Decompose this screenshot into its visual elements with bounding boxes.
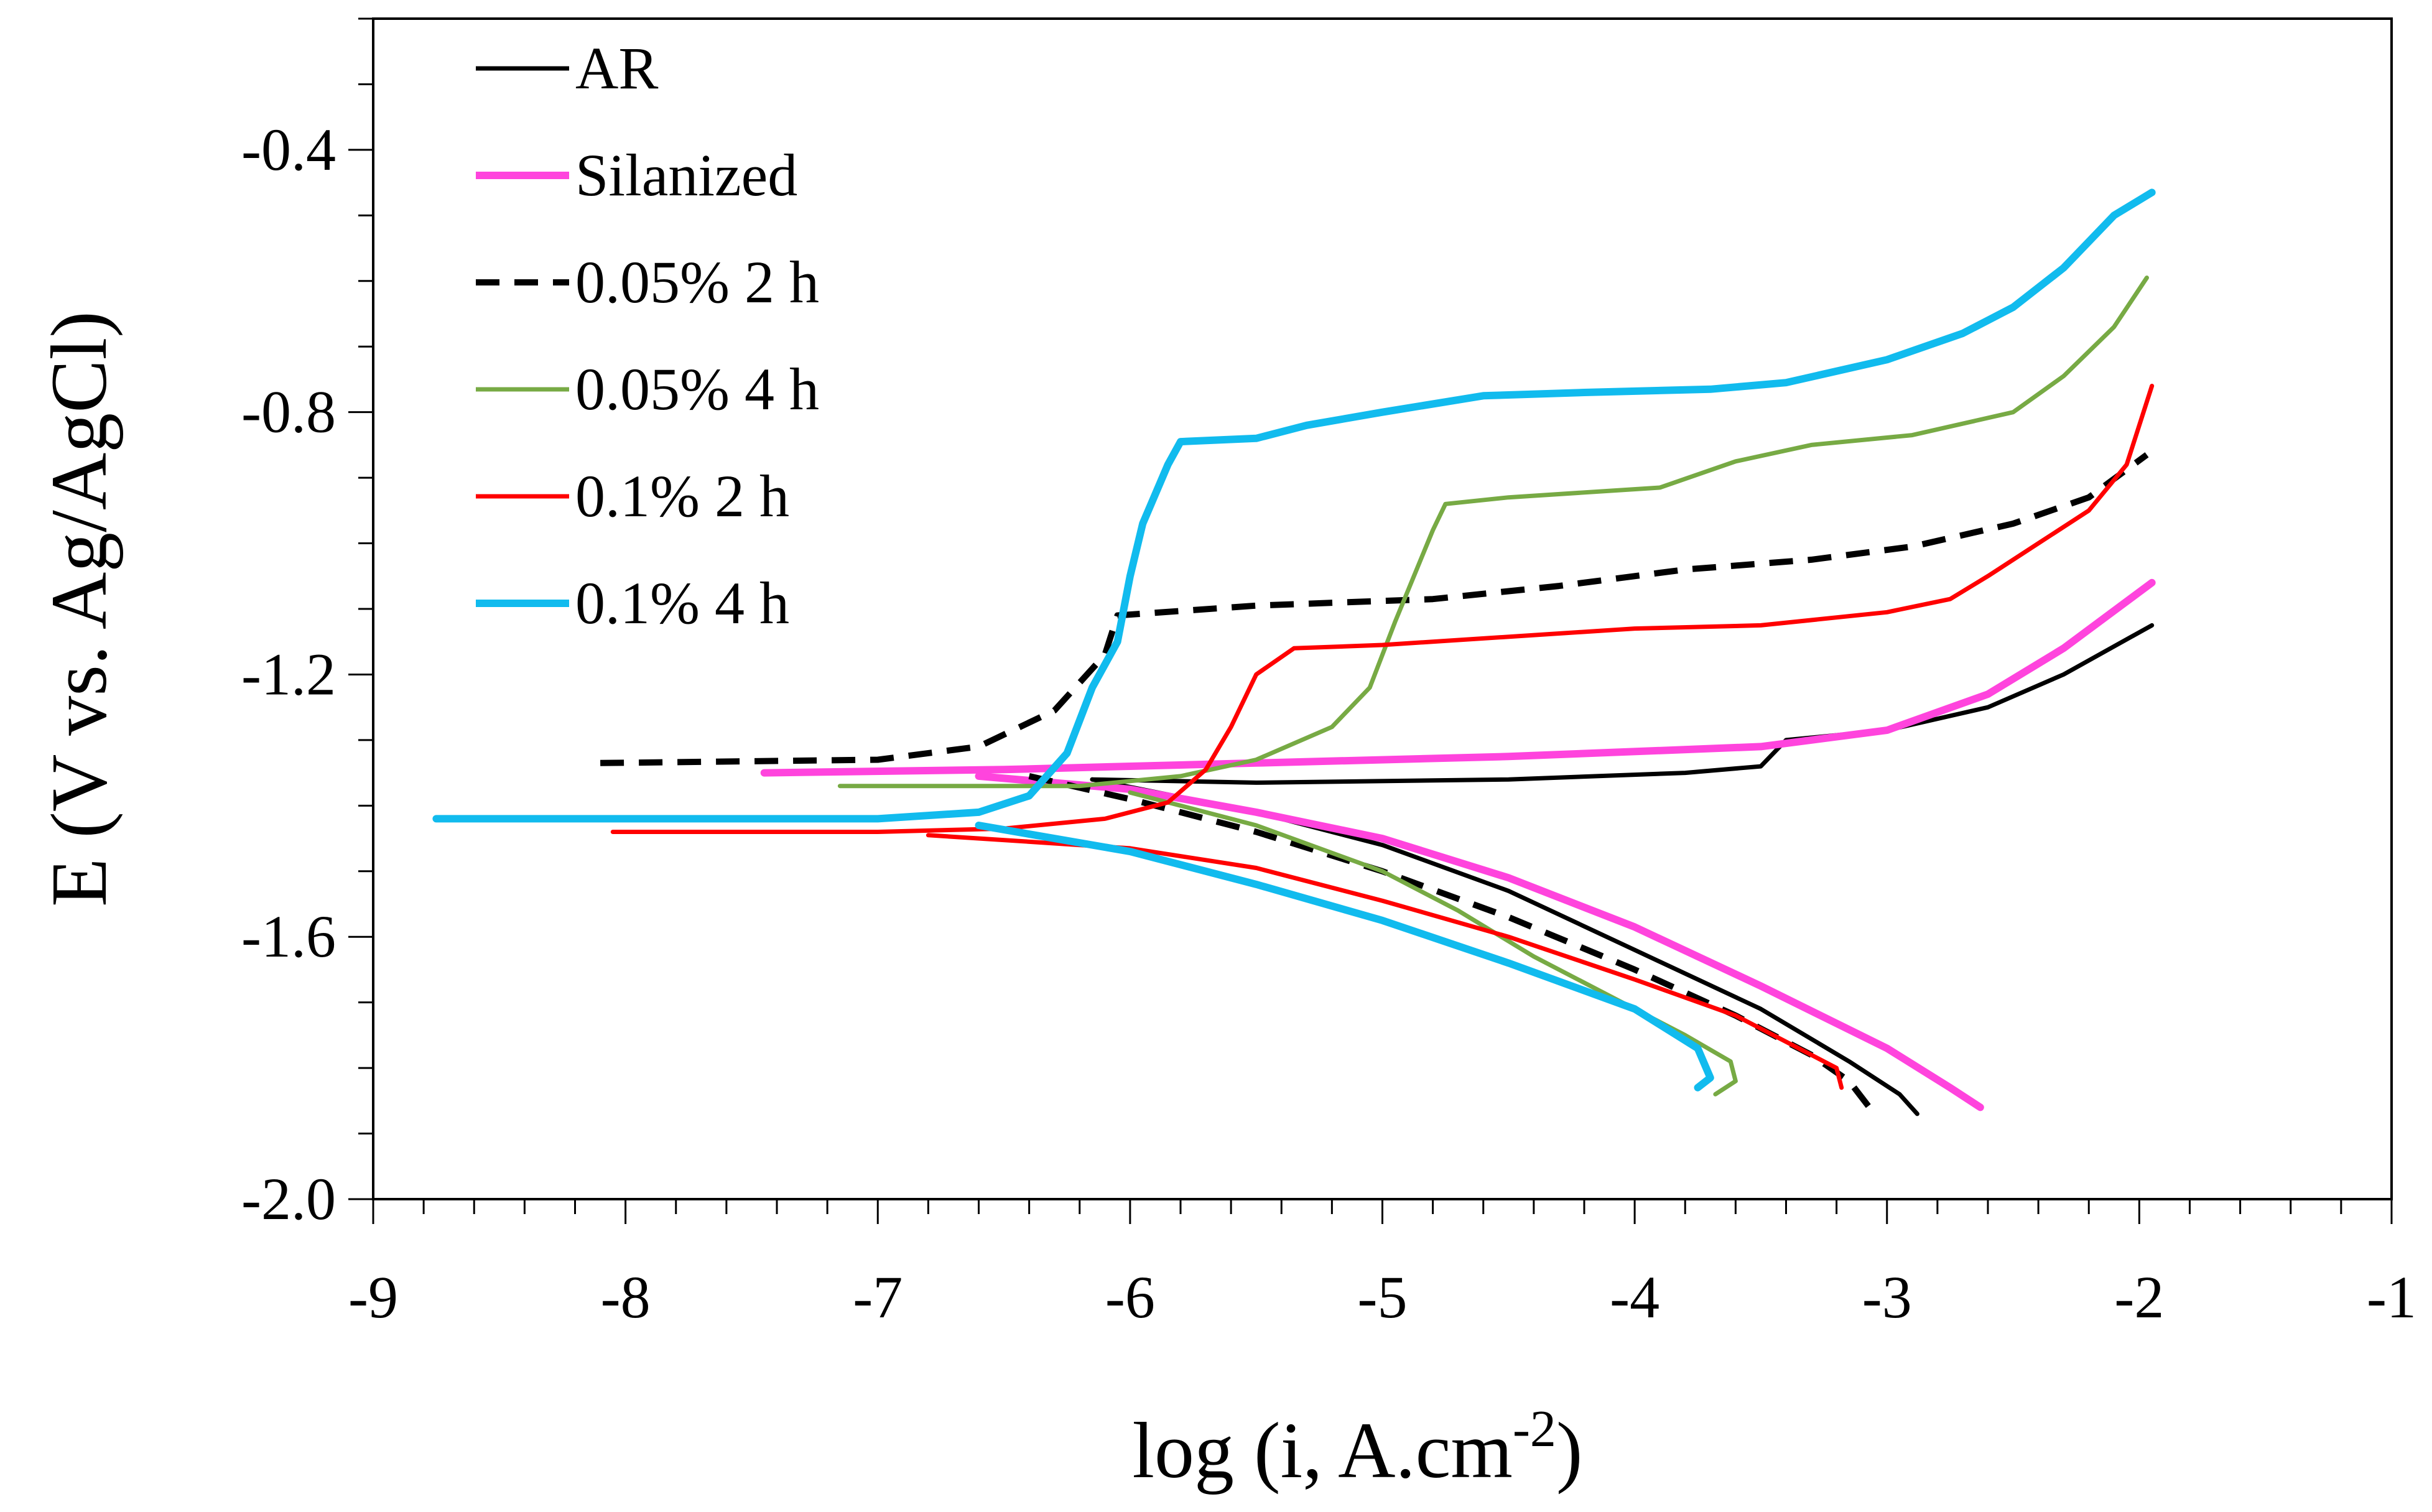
x-axis-title-superscript: -2 (1513, 1400, 1556, 1458)
x-tick-label: -8 (601, 1264, 651, 1330)
legend-0-1-2-h-label: 0.1% 2 h (575, 463, 789, 529)
series-0-05-2-h-anodic-line (600, 452, 2149, 766)
y-tick-label: -0.4 (241, 116, 336, 183)
y-axis-title: E (V vs. Ag/AgCl) (35, 311, 123, 907)
series-0-1-2-h-anodic-line (610, 384, 2155, 834)
y-tick-label: -0.8 (241, 379, 336, 445)
tick-marks (348, 17, 2393, 1224)
tick-labels: -9 -8 -7 -6 -5 -4 -3 -2 -1 -2.0 -1.6 -1.2 -0.8 -0.4 (241, 116, 2416, 1330)
series-silanized-cathodic-line (975, 772, 1984, 1111)
legend-0-1-4-h-label: 0.1% 4 h (575, 570, 789, 636)
x-axis-title-main: log (i, A.cm (1132, 1406, 1513, 1495)
legend-0-05-2-h-label: 0.05% 2 h (575, 249, 819, 315)
series-0-05-4-h-cathodic-line (1128, 790, 1738, 1097)
legend: AR Silanized 0.05% 2 h 0.05% 4 h 0.1% 2 h 0.1… (476, 35, 819, 636)
legend-ar-label: AR (575, 35, 658, 101)
series-0-05-2-h-cathodic-line (1028, 773, 1877, 1116)
data-series (432, 188, 2156, 1116)
x-tick-label: -9 (348, 1264, 398, 1330)
x-tick-label: -5 (1358, 1264, 1408, 1330)
series-0-1-4-h-anodic-line (432, 188, 2156, 823)
y-tick-label: -1.6 (241, 903, 336, 970)
series-0-05-4-h-anodic-line (837, 276, 2149, 789)
x-tick-label: -2 (2114, 1264, 2164, 1330)
series-ar-anodic-line (1090, 623, 2155, 785)
x-tick-label: -6 (1105, 1264, 1155, 1330)
series-silanized-anodic-line (760, 578, 2156, 777)
x-axis-title-end: ) (1556, 1406, 1583, 1495)
series-0-1-4-h-cathodic-line (975, 822, 1714, 1092)
x-axis-title: log (i, A.cm-2) (1132, 1400, 1582, 1495)
x-tick-label: -4 (1610, 1264, 1659, 1330)
y-tick-label: -2.0 (241, 1166, 336, 1232)
x-tick-label: -1 (2367, 1264, 2416, 1330)
series-0-1-2-h-cathodic-line (926, 833, 1844, 1090)
legend-silanized-label: Silanized (575, 142, 797, 208)
x-tick-label: -3 (1862, 1264, 1912, 1330)
x-tick-label: -7 (853, 1264, 903, 1330)
y-tick-label: -1.2 (241, 641, 336, 707)
legend-0-05-4-h-label: 0.05% 4 h (575, 356, 819, 422)
